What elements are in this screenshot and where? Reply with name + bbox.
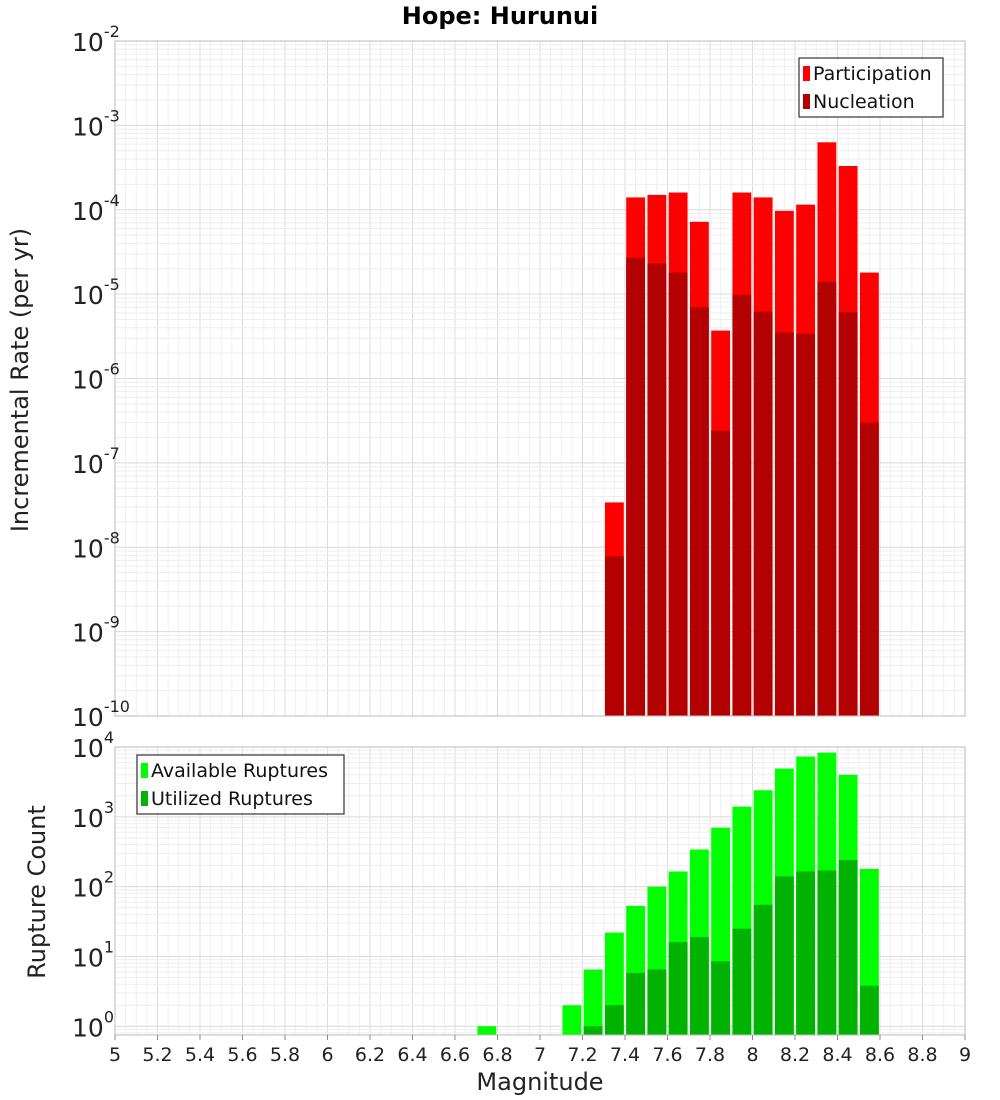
bar-utilized-18 [859,985,879,1035]
x-tick-label: 7.4 [610,1044,640,1066]
bar-nucleation-9 [796,333,816,716]
bar-nucleation-2 [647,263,667,716]
x-tick-label: 8.6 [865,1044,895,1066]
bar-nucleation-4 [689,307,709,716]
top-y-axis-label: Incremental Rate (per yr) [6,228,34,532]
bar-available-4 [562,1005,582,1035]
bar-nucleation-8 [774,332,794,716]
y-tick-label: 10-8 [72,528,120,563]
x-tick-label: 5.8 [270,1044,300,1066]
x-tick-label: 8 [746,1044,758,1066]
x-tick-label: 5.4 [185,1044,215,1066]
bar-utilized-15 [796,871,816,1035]
grid-lines [114,40,966,717]
x-tick-label: 7.2 [567,1044,597,1066]
bar-available-5 [583,969,603,1035]
bar-utilized-8 [647,969,667,1035]
x-tick-label: 5.6 [227,1044,257,1066]
bottom-y-axis-label: Rupture Count [23,805,51,979]
y-tick-label: 103 [72,798,114,833]
bar-utilized-11 [711,961,731,1035]
bar-utilized-13 [753,904,773,1035]
x-tick-label: 6.4 [397,1044,427,1066]
bar-utilized-14 [774,876,794,1035]
legend-entry: Utilized Ruptures [151,788,313,810]
x-tick-label: 6 [321,1044,333,1066]
legend: Participation Nucleation [798,57,944,118]
bar-nucleation-12 [859,422,879,716]
x-tick-label: 8.2 [780,1044,810,1066]
legend-swatch [141,791,148,806]
bar-utilized-7 [626,972,646,1035]
bar-nucleation-6 [732,294,752,716]
legend-entry: Available Ruptures [151,760,328,782]
rate-panel: 10-1010-910-810-710-610-510-410-310-2Par… [72,22,966,732]
x-tick-label: 6.8 [482,1044,512,1066]
legend: Available Ruptures Utilized Ruptures [136,754,345,815]
legend-entry: Nucleation [813,91,915,113]
bar-nucleation-1 [626,257,646,716]
x-tick-label: 8.4 [822,1044,852,1066]
chart-title: Hope: Hurunui [402,2,598,30]
bar-nucleation-3 [668,272,688,716]
x-tick-label: 5 [109,1044,121,1066]
x-tick-label: 7.6 [652,1044,682,1066]
bar-utilized-16 [817,870,837,1035]
plot-frame [114,40,966,717]
legend-swatch [141,763,148,778]
bar-nucleation-10 [817,281,837,716]
x-tick-label: 6.2 [355,1044,385,1066]
legend-swatch [803,66,810,81]
bar-nucleation-11 [838,312,858,716]
bar-utilized-5 [583,1026,603,1035]
x-tick-label: 5.2 [142,1044,172,1066]
bar-utilized-9 [668,942,688,1035]
bar-utilized-17 [838,860,858,1035]
bar-available-0 [477,1026,497,1035]
x-tick-label: 9 [959,1044,971,1066]
bar-utilized-6 [604,1005,624,1035]
x-tick-label: 7.8 [695,1044,725,1066]
legend-swatch [803,94,810,109]
x-tick-label: 7 [534,1044,546,1066]
bar-nucleation-7 [753,311,773,716]
x-tick-label: 6.6 [440,1044,470,1066]
x-tick-label: 8.8 [907,1044,937,1066]
bar-nucleation-0 [604,556,624,716]
bar-utilized-10 [689,936,709,1035]
x-axis-label: Magnitude [476,1068,603,1096]
bar-utilized-12 [732,928,752,1035]
legend-entry: Participation [813,63,932,85]
bar-nucleation-5 [711,430,731,716]
